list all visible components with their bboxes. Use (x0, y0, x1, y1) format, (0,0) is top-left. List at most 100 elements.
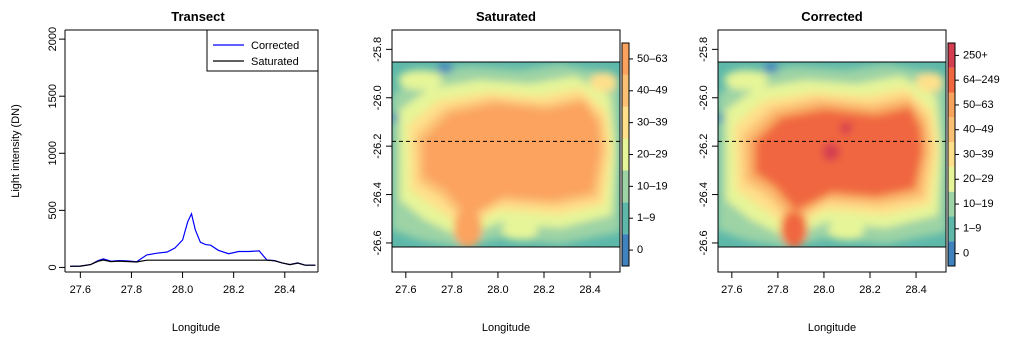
series-line-saturated (70, 259, 316, 267)
raster-blob (502, 220, 538, 240)
corrected-plot-frame (717, 29, 947, 273)
x-tick-label: 28.4 (274, 284, 295, 296)
series-line-corrected (70, 212, 316, 267)
raster-blob (828, 220, 864, 240)
transect-title: Transect (171, 9, 225, 24)
colorbar-label: 1–9 (963, 223, 981, 235)
corrected-x-ticks: 27.6 27.8 28.0 28.2 28.4 (721, 272, 927, 296)
x-tick-label: 28.2 (859, 284, 880, 296)
raster-blob (398, 70, 442, 90)
y-tick-label: -26.6 (698, 230, 710, 255)
colorbar-swatch (948, 43, 955, 68)
colorbar-swatch (622, 202, 629, 235)
y-tick-label: 500 (47, 201, 59, 219)
raster-blob (437, 63, 453, 73)
colorbar-label: 0 (637, 244, 643, 256)
x-tick-label: 28.0 (172, 284, 193, 296)
colorbar-swatch (622, 74, 629, 107)
raster-blob (916, 72, 944, 92)
legend-label-saturated: Saturated (251, 56, 299, 68)
colorbar-label: 0 (963, 248, 969, 260)
saturated-title: Saturated (476, 9, 536, 24)
colorbar-swatch (948, 92, 955, 118)
x-tick-label: 28.2 (533, 284, 554, 296)
y-tick-label: 0 (47, 264, 59, 270)
raster-blob (756, 108, 922, 210)
corrected-colorbar: 0 1–9 10–19 20–29 30–39 40–49 50–63 64–249 250+ (947, 42, 1000, 267)
legend-label-corrected: Corrected (251, 40, 299, 52)
y-tick-label: -26.6 (372, 230, 384, 255)
y-tick-label: -26.0 (698, 85, 710, 110)
saturated-x-ticks: 27.6 27.8 28.0 28.2 28.4 (395, 272, 601, 296)
colorbar-frame (947, 42, 956, 267)
colorbar-swatch (948, 191, 955, 217)
colorbar-swatch (948, 241, 955, 266)
transect-legend: Corrected Saturated (206, 29, 319, 72)
y-tick-label: -26.0 (372, 85, 384, 110)
colorbar-swatch (622, 138, 629, 171)
corrected-title: Corrected (801, 9, 862, 24)
x-tick-label: 27.6 (70, 284, 91, 296)
colorbar-frame (621, 42, 630, 267)
corrected-y-ticks: -25.8 -26.0 -26.2 -26.4 -26.6 (698, 37, 718, 255)
transect-panel: Transect 0 500 1000 1500 2000 27.6 27.8 28.0 28… (10, 9, 319, 334)
raster-blob (782, 212, 806, 247)
transect-y-label: Light intensity (DN) (10, 104, 22, 198)
x-tick-label: 28.0 (487, 284, 508, 296)
raster-blob (724, 70, 768, 90)
y-tick-label: -26.4 (698, 182, 710, 207)
colorbar-label: 50–63 (963, 99, 994, 111)
y-tick-label: 1000 (47, 141, 59, 165)
y-tick-label: -26.2 (372, 134, 384, 159)
colorbar-label: 10–19 (637, 180, 668, 192)
colorbar-label: 40–49 (963, 124, 994, 136)
legend-box (206, 29, 319, 72)
colorbar-label: 40–49 (637, 85, 668, 97)
colorbar-swatch (622, 234, 629, 266)
x-tick-label: 27.8 (121, 284, 142, 296)
colorbar-swatch (622, 170, 629, 203)
colorbar-swatch (948, 166, 955, 192)
colorbar-swatch (948, 67, 955, 93)
x-tick-label: 27.8 (767, 284, 788, 296)
raster-blob (763, 63, 779, 73)
y-tick-label: -25.8 (372, 37, 384, 62)
x-tick-label: 28.4 (579, 284, 600, 296)
y-tick-label: -26.2 (698, 134, 710, 159)
raster-blob (454, 208, 482, 247)
colorbar-swatch (622, 43, 629, 75)
colorbar-swatch (948, 216, 955, 242)
saturated-plot-frame (391, 29, 621, 273)
transect-series (70, 212, 316, 267)
colorbar-label: 1–9 (637, 212, 655, 224)
raster-blob (392, 113, 397, 123)
transect-y-ticks: 0 500 1000 1500 2000 (47, 27, 65, 270)
colorbar-swatch (622, 106, 629, 139)
raster-blob (718, 113, 723, 123)
colorbar-label: 10–19 (963, 198, 994, 210)
raster-blob (840, 122, 852, 134)
x-tick-label: 27.6 (721, 284, 742, 296)
colorbar-label: 64–249 (963, 74, 1000, 86)
corrected-panel: Corrected 27.6 27.8 28.0 28.2 28.4 -25.8 -26.… (698, 9, 1000, 334)
x-tick-label: 27.8 (441, 284, 462, 296)
colorbar-label: 30–39 (963, 148, 994, 160)
x-tick-label: 27.6 (395, 284, 416, 296)
transect-x-ticks: 27.6 27.8 28.0 28.2 28.4 (70, 272, 295, 296)
x-tick-label: 28.2 (223, 284, 244, 296)
x-tick-label: 28.4 (905, 284, 926, 296)
y-tick-label: -25.8 (698, 37, 710, 62)
colorbar-label: 50–63 (637, 53, 668, 65)
corrected-raster (718, 62, 946, 247)
colorbar-label: 30–39 (637, 117, 668, 129)
corrected-x-label: Longitude (808, 322, 856, 334)
colorbar-label: 20–29 (637, 148, 668, 160)
saturated-x-label: Longitude (482, 322, 530, 334)
x-tick-label: 28.0 (813, 284, 834, 296)
saturated-raster (392, 62, 620, 247)
raster-blob (822, 143, 840, 161)
transect-x-label: Longitude (172, 322, 220, 334)
saturated-panel: Saturated 27.6 27.8 28.0 28.2 28.4 -25.8 -26.… (372, 9, 668, 334)
raster-blob (590, 72, 618, 92)
